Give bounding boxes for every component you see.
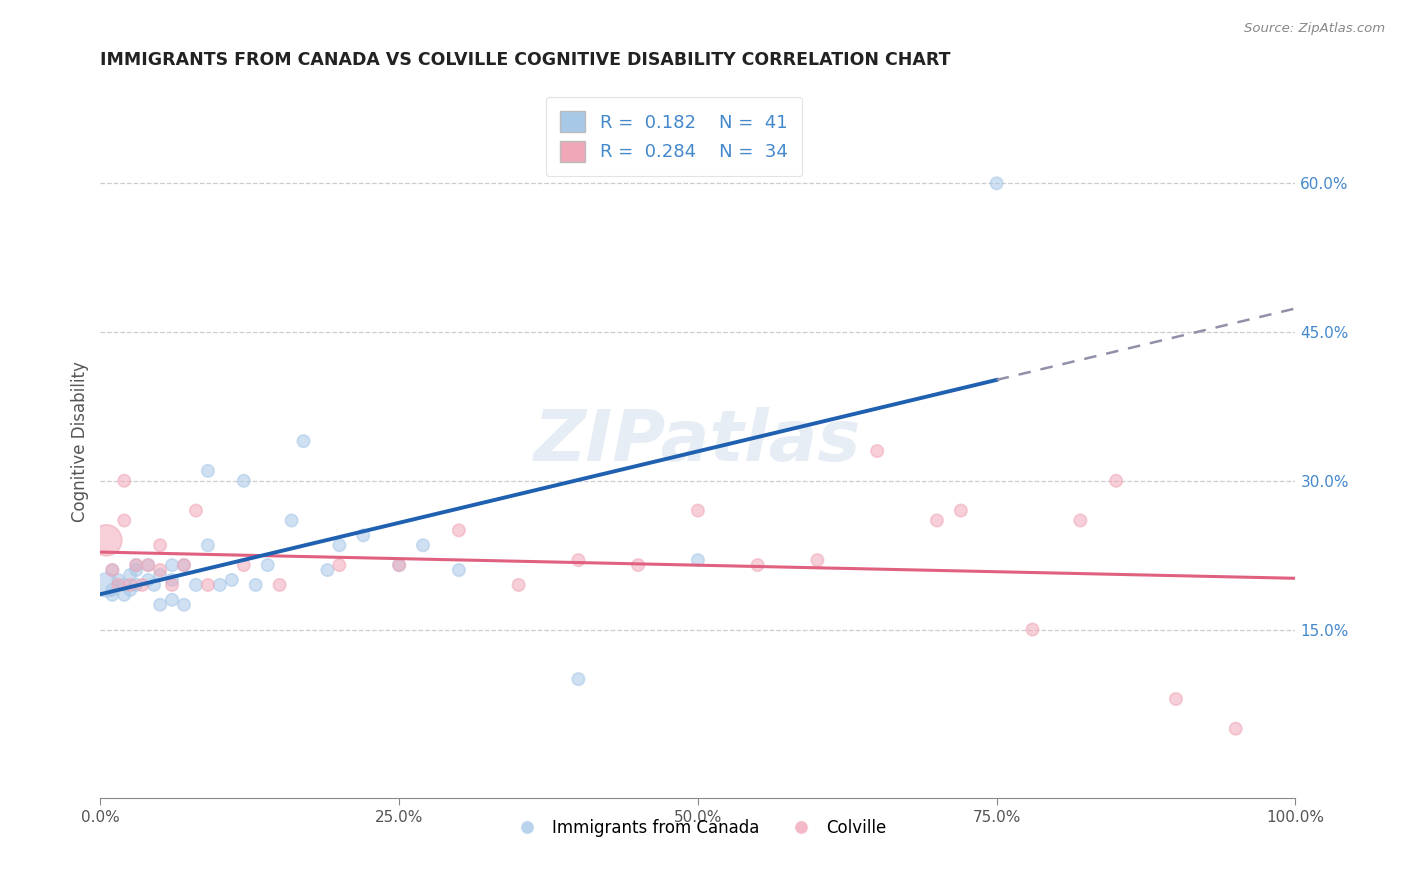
Point xyxy=(447,563,470,577)
Point xyxy=(112,513,135,527)
Point xyxy=(173,558,195,573)
Point xyxy=(136,573,159,587)
Point xyxy=(1069,513,1091,527)
Point xyxy=(1225,722,1247,736)
Point xyxy=(352,528,374,542)
Point xyxy=(160,558,183,573)
Point xyxy=(120,578,142,592)
Point xyxy=(149,568,172,582)
Point xyxy=(747,558,769,573)
Point xyxy=(173,598,195,612)
Text: ZIPatlas: ZIPatlas xyxy=(534,407,862,475)
Point xyxy=(143,578,166,592)
Point xyxy=(112,578,135,592)
Point xyxy=(160,578,183,592)
Point xyxy=(925,513,948,527)
Point xyxy=(292,434,315,449)
Point xyxy=(866,444,889,458)
Point xyxy=(136,558,159,573)
Point xyxy=(269,578,291,592)
Point xyxy=(197,538,219,552)
Point xyxy=(328,558,350,573)
Point xyxy=(160,573,183,587)
Point xyxy=(388,558,411,573)
Point xyxy=(1164,692,1187,706)
Point xyxy=(96,533,118,548)
Point xyxy=(447,524,470,538)
Text: Source: ZipAtlas.com: Source: ZipAtlas.com xyxy=(1244,22,1385,36)
Point xyxy=(567,672,589,686)
Point xyxy=(96,578,118,592)
Point xyxy=(232,474,254,488)
Point xyxy=(101,563,124,577)
Point xyxy=(149,538,172,552)
Point xyxy=(949,503,972,517)
Point xyxy=(107,578,129,592)
Point xyxy=(101,563,124,577)
Point xyxy=(136,558,159,573)
Text: IMMIGRANTS FROM CANADA VS COLVILLE COGNITIVE DISABILITY CORRELATION CHART: IMMIGRANTS FROM CANADA VS COLVILLE COGNI… xyxy=(100,51,950,69)
Point xyxy=(208,578,231,592)
Point xyxy=(256,558,278,573)
Point xyxy=(567,553,589,567)
Point xyxy=(131,578,153,592)
Point xyxy=(245,578,267,592)
Y-axis label: Cognitive Disability: Cognitive Disability xyxy=(72,360,89,522)
Point xyxy=(112,588,135,602)
Point xyxy=(184,578,207,592)
Point xyxy=(806,553,828,567)
Point xyxy=(221,573,243,587)
Point xyxy=(412,538,434,552)
Point xyxy=(101,582,124,597)
Point xyxy=(120,582,142,597)
Point xyxy=(328,538,350,552)
Point xyxy=(388,558,411,573)
Point xyxy=(107,573,129,587)
Point xyxy=(112,474,135,488)
Point xyxy=(125,558,148,573)
Point xyxy=(627,558,650,573)
Point xyxy=(125,578,148,592)
Point xyxy=(125,563,148,577)
Point xyxy=(686,503,709,517)
Point xyxy=(197,464,219,478)
Point xyxy=(125,558,148,573)
Point xyxy=(508,578,530,592)
Point xyxy=(173,558,195,573)
Point xyxy=(149,598,172,612)
Point xyxy=(160,592,183,607)
Point xyxy=(232,558,254,573)
Legend: Immigrants from Canada, Colville: Immigrants from Canada, Colville xyxy=(503,812,893,843)
Point xyxy=(1105,474,1128,488)
Point xyxy=(120,568,142,582)
Point xyxy=(686,553,709,567)
Point xyxy=(197,578,219,592)
Point xyxy=(149,563,172,577)
Point xyxy=(280,513,302,527)
Point xyxy=(184,503,207,517)
Point xyxy=(986,176,1008,190)
Point xyxy=(1021,623,1043,637)
Point xyxy=(101,588,124,602)
Point xyxy=(316,563,339,577)
